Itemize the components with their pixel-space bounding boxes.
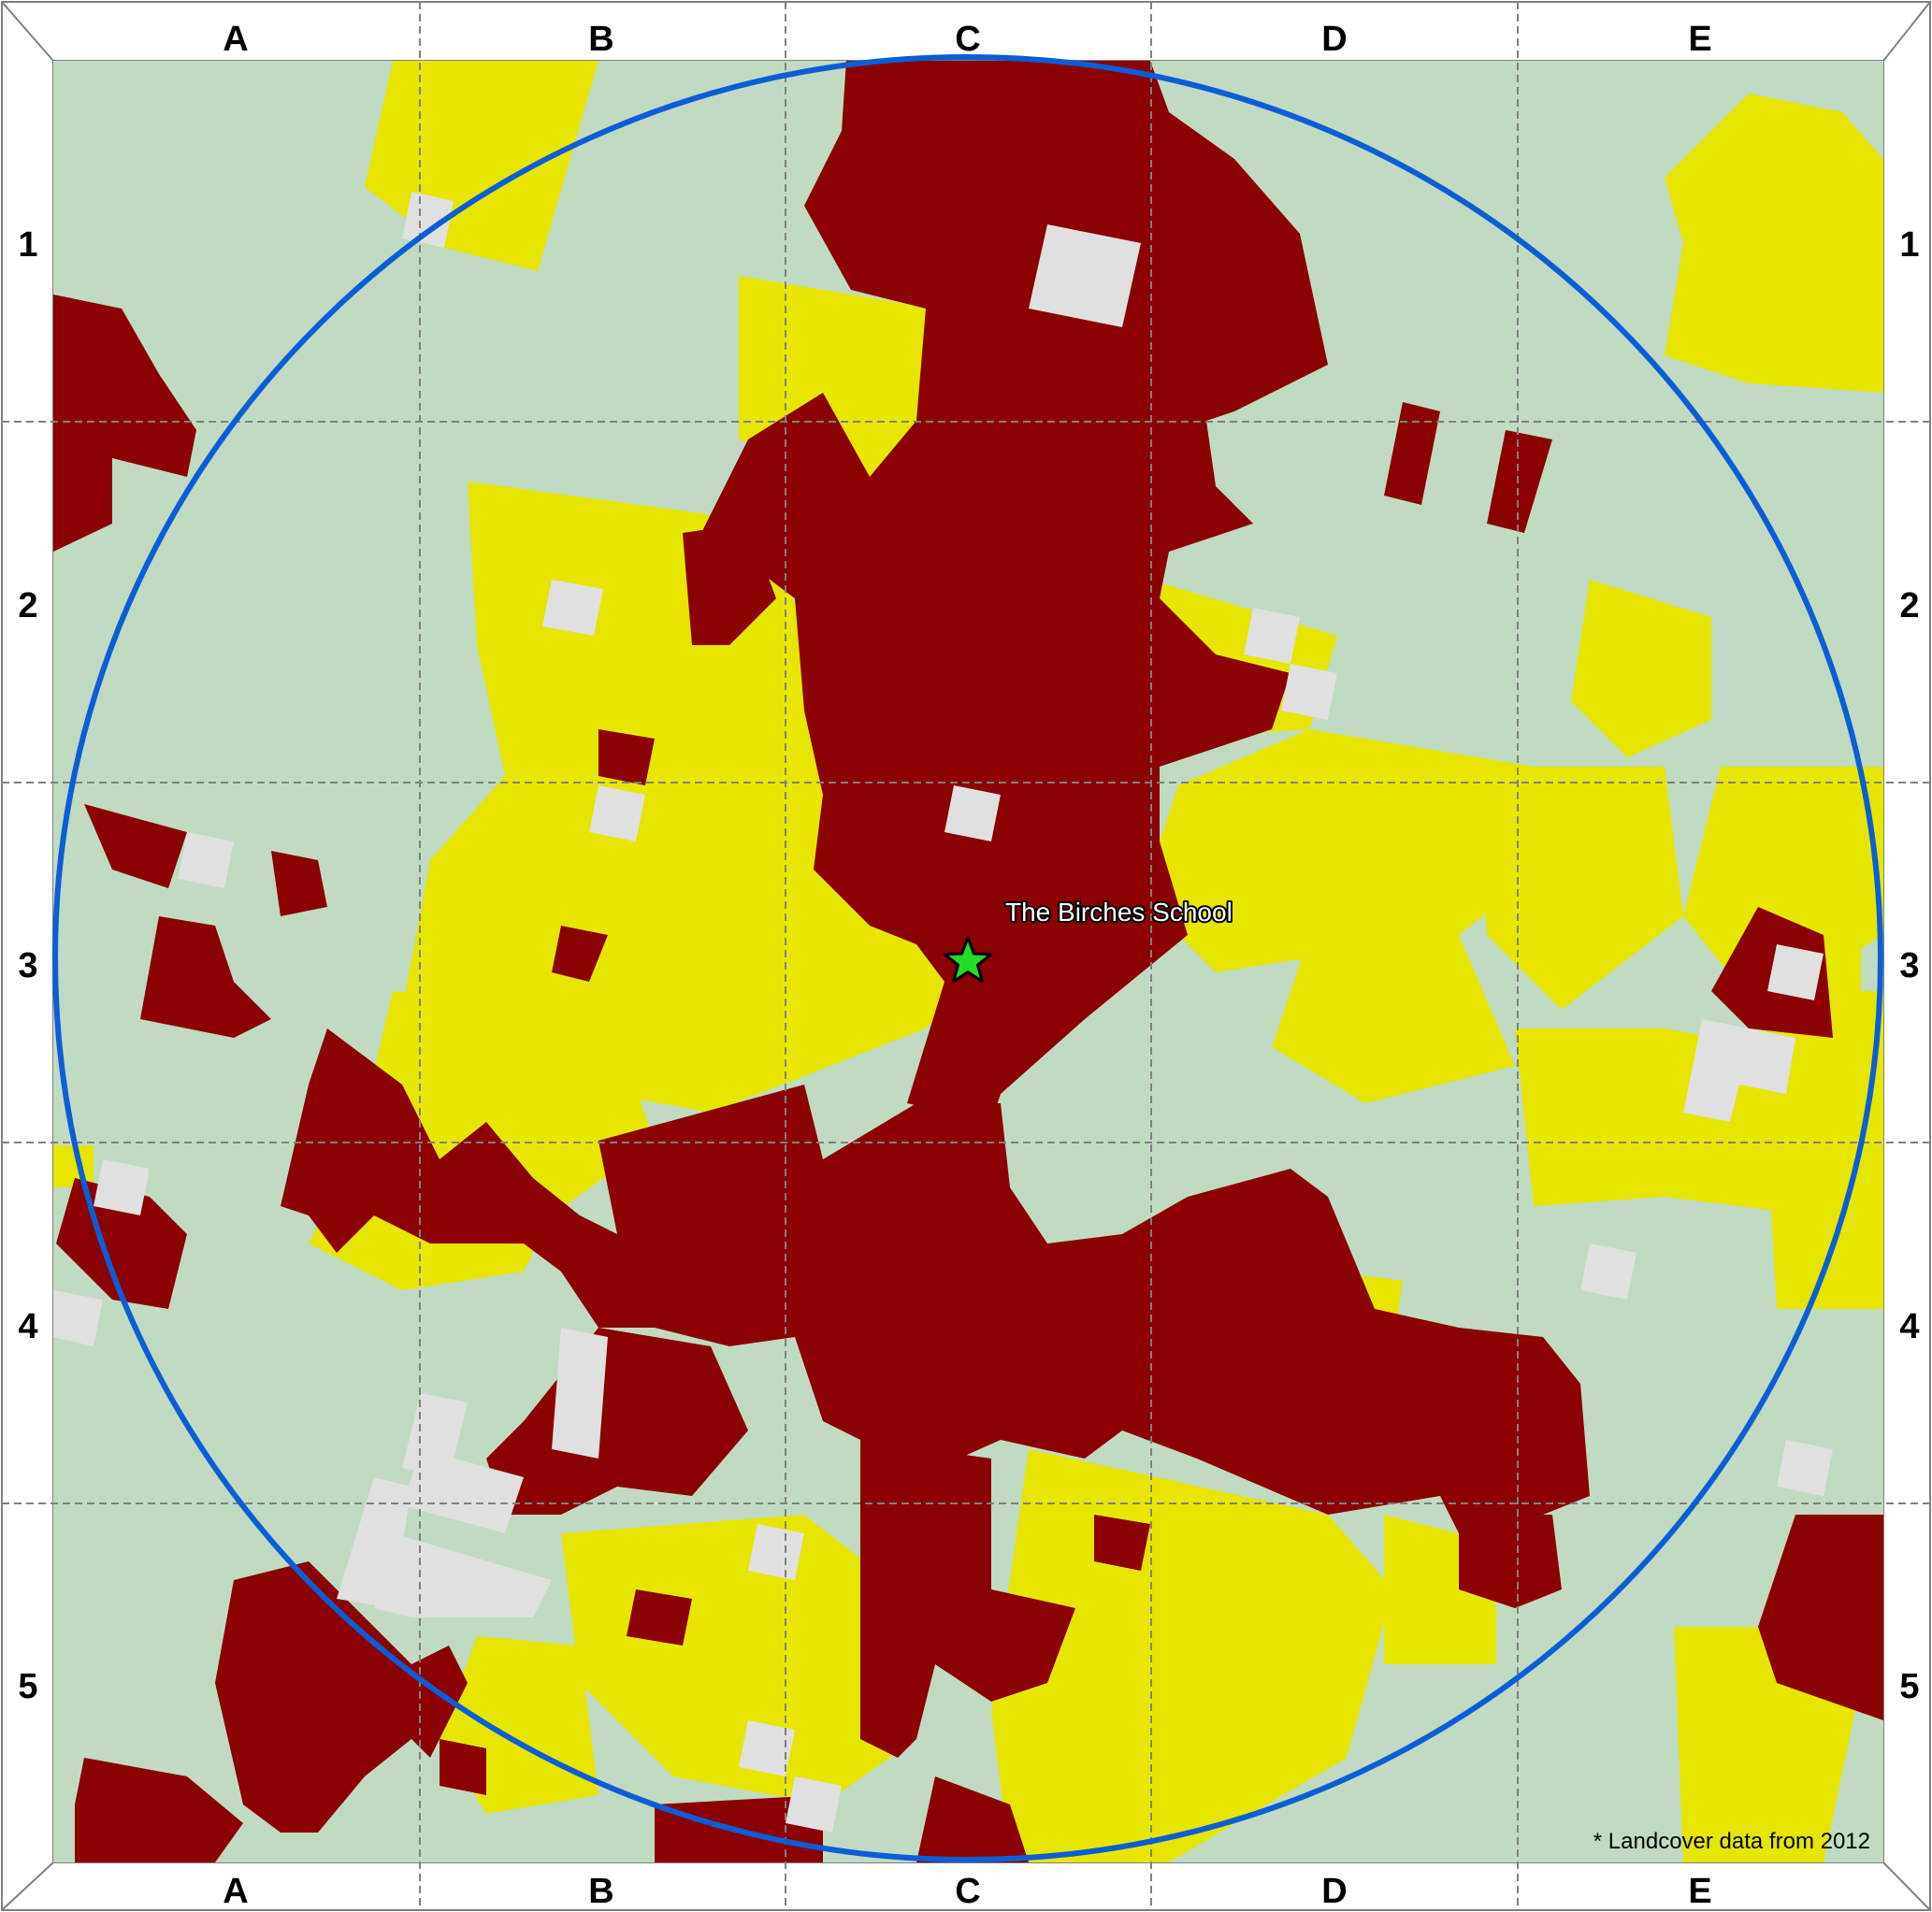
- column-label-d: D: [1321, 1872, 1347, 1911]
- developed-land-layer: [53, 61, 1883, 1862]
- column-labels-top: A B C D E: [223, 20, 1711, 59]
- column-label-a: A: [223, 20, 248, 59]
- school-marker[interactable]: The Birches School: [943, 896, 1234, 984]
- column-labels-bottom: A B C D E: [223, 1872, 1711, 1911]
- column-label-d: D: [1321, 20, 1347, 59]
- landcover-area: [53, 61, 1883, 1862]
- column-label-a: A: [223, 1872, 248, 1911]
- column-label-e: E: [1688, 20, 1711, 59]
- school-label: The Birches School: [1005, 898, 1233, 927]
- row-labels-right: 1 2 3 4 5: [1899, 225, 1919, 1706]
- row-label-4: 4: [18, 1307, 37, 1346]
- column-label-e: E: [1688, 1872, 1711, 1911]
- row-label-4: 4: [1899, 1307, 1919, 1346]
- barren-land-layer: [53, 192, 1833, 1833]
- column-label-b: B: [588, 1872, 613, 1911]
- row-label-5: 5: [1899, 1667, 1919, 1706]
- row-label-5: 5: [18, 1667, 37, 1706]
- column-label-c: C: [955, 1872, 980, 1911]
- column-label-b: B: [588, 20, 613, 59]
- row-label-1: 1: [18, 225, 37, 265]
- star-icon[interactable]: [943, 936, 993, 984]
- row-label-2: 2: [18, 586, 37, 625]
- row-label-2: 2: [1899, 586, 1919, 625]
- row-label-3: 3: [18, 946, 37, 985]
- radius-circle: [52, 54, 1883, 1862]
- column-label-c: C: [955, 20, 980, 59]
- row-label-3: 3: [1899, 946, 1919, 985]
- data-source-note: * Landcover data from 2012: [1593, 1829, 1870, 1854]
- row-labels-left: 1 2 3 4 5: [18, 225, 37, 1706]
- row-label-1: 1: [1899, 225, 1919, 265]
